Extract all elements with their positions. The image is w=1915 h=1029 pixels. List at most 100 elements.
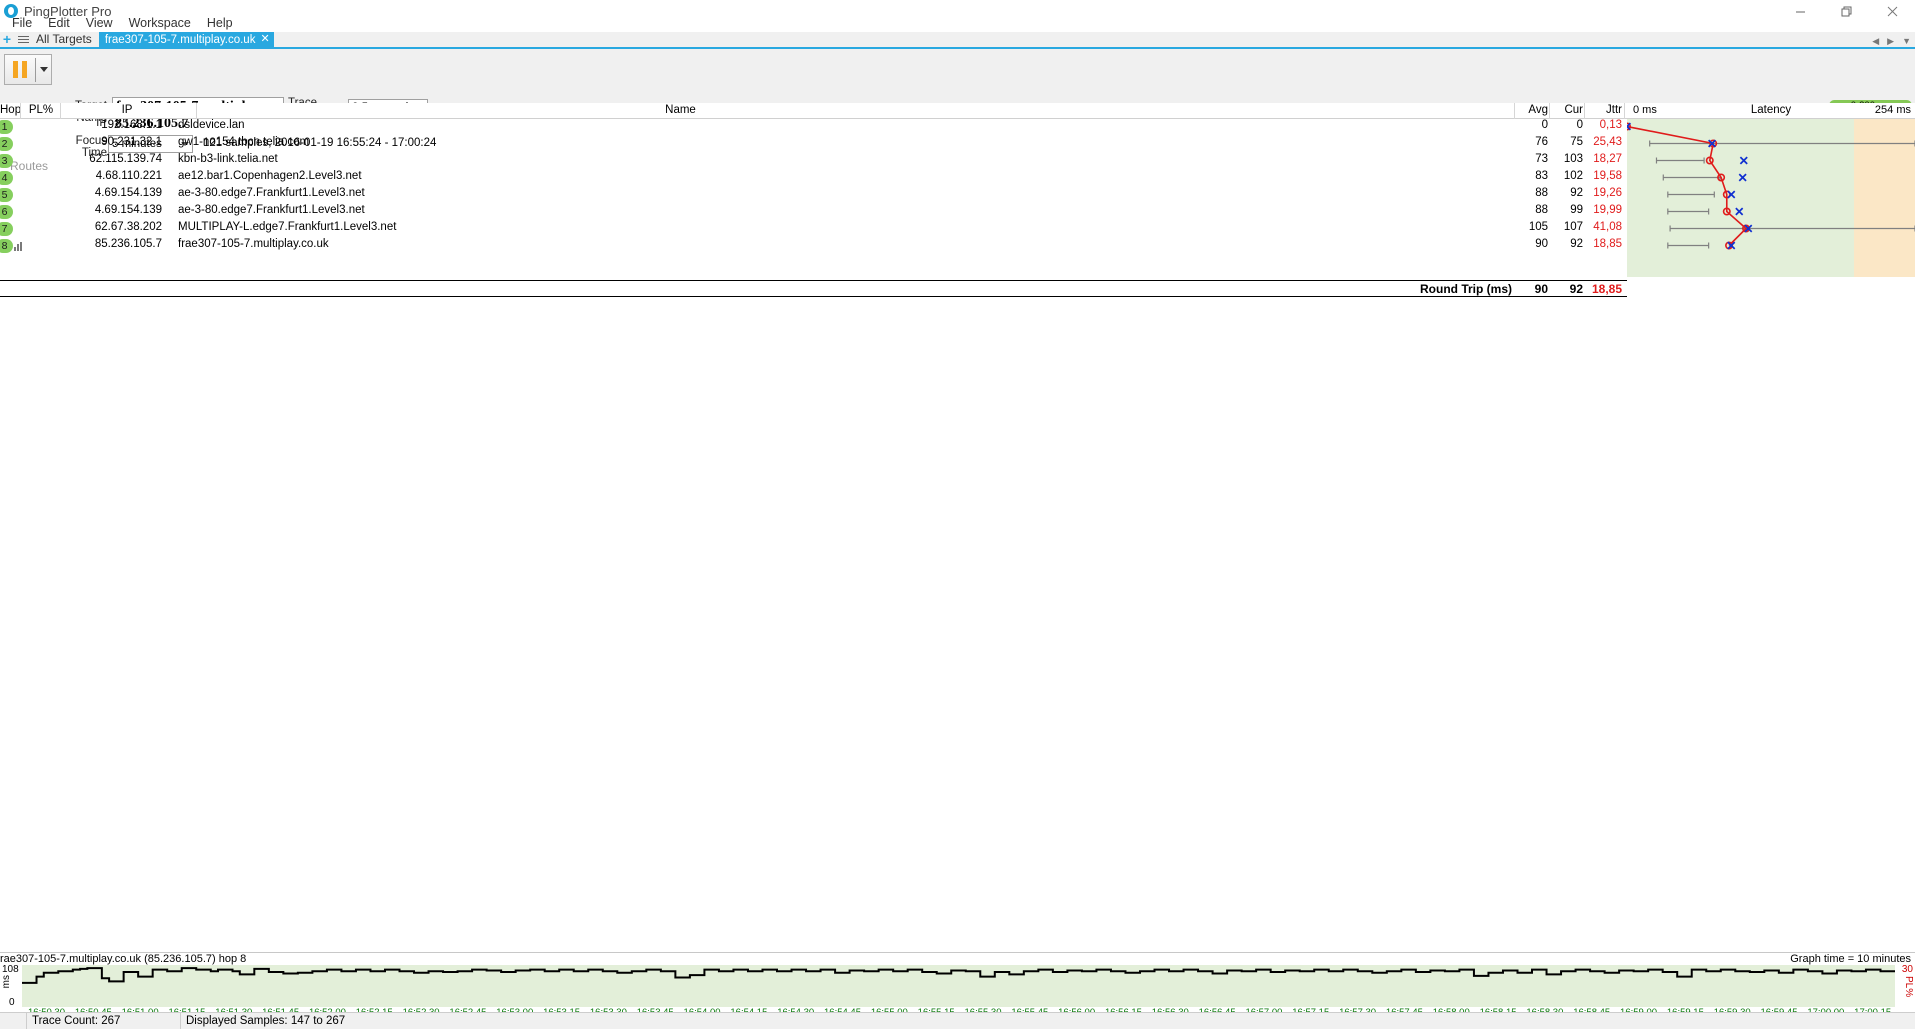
cell-name: ae-3-80.edge7.Frankfurt1.Level3.net	[178, 204, 365, 216]
close-icon[interactable]	[1869, 0, 1915, 22]
cell-cur: 102	[1563, 170, 1583, 182]
title-bar: PingPlotter Pro	[0, 0, 1915, 22]
control-panel: Target Name frae307-105-7.multiplay.co.u…	[0, 49, 1915, 173]
timeline-y-min: 0	[9, 997, 15, 1008]
restore-icon[interactable]	[1823, 0, 1869, 22]
cell-cur: 92	[1570, 187, 1583, 199]
minimize-icon[interactable]	[1777, 0, 1823, 22]
timeline-graph-label: rae307-105-7.multiplay.co.uk (85.236.105…	[0, 953, 247, 965]
hop-badge: 1	[0, 120, 13, 134]
tab-all-targets[interactable]: All Targets	[36, 32, 92, 46]
cell-name: frae307-105-7.multiplay.co.uk	[178, 238, 329, 250]
window-controls	[1777, 0, 1915, 22]
column-header-cur[interactable]: Cur	[1564, 104, 1583, 116]
chevron-left-icon[interactable]: ◀	[1872, 36, 1880, 46]
table-row[interactable]: 2 90.231.32.1 gw1-no154.tbcn.telia.com 76 75…	[0, 136, 1915, 153]
focus-time-label: Focus Time	[75, 135, 107, 159]
column-header-name[interactable]: Name	[665, 104, 696, 116]
timeline-line-chart	[22, 967, 1895, 984]
cell-name: MULTIPLAY-L.edge7.Frankfurt1.Level3.net	[178, 221, 397, 233]
cell-name: dsldevice.lan	[178, 119, 245, 131]
hop-table: Hop PL% IP Name Avg Cur Jttr 1 192.168.1.…	[0, 103, 1915, 255]
cell-name: ae12.bar1.Copenhagen2.Level3.net	[178, 170, 362, 182]
cell-jttr: 25,43	[1593, 136, 1622, 148]
cell-avg: 88	[1535, 204, 1548, 216]
focus-time-select[interactable]: 5 minutes	[108, 135, 193, 153]
ip-label: IP	[96, 117, 107, 129]
divider	[1514, 103, 1515, 119]
window-title: PingPlotter Pro	[24, 3, 112, 19]
hop-badge: 7	[0, 222, 13, 236]
cell-ip: 62.115.139.74	[89, 153, 162, 165]
cell-avg: 90	[1535, 238, 1548, 250]
pause-button[interactable]	[4, 54, 52, 85]
column-header-pl[interactable]: PL%	[28, 104, 54, 116]
cell-avg: 105	[1528, 221, 1548, 233]
cell-avg: 88	[1535, 187, 1548, 199]
pingplotter-logo-icon	[4, 4, 18, 18]
focus-time-value: 5 minutes	[112, 138, 162, 150]
close-icon[interactable]: ✕	[260, 33, 270, 45]
displayed-samples-label: Displayed Samples: 147 to 267	[186, 1015, 346, 1027]
tab-navigation: ◀ ▶ ▼	[1872, 37, 1911, 46]
table-row[interactable]: 3 62.115.139.74 kbn-b3-link.telia.net 73 103…	[0, 153, 1915, 170]
cell-jttr: 0,13	[1599, 119, 1622, 131]
cell-avg: 83	[1535, 170, 1548, 182]
column-header-avg[interactable]: Avg	[1528, 104, 1548, 116]
table-row[interactable]: 5 4.69.154.139 ae-3-80.edge7.Frankfurt1.Le…	[0, 187, 1915, 204]
column-header-ip[interactable]: IP	[121, 104, 133, 116]
timeline-graph[interactable]: rae307-105-7.multiplay.co.uk (85.236.105…	[0, 952, 1915, 1018]
cell-jttr: 18,85	[1593, 238, 1622, 250]
cell-ip: 4.68.110.221	[95, 170, 162, 182]
divider	[1624, 103, 1625, 119]
round-trip-label: Round Trip (ms)	[1420, 282, 1512, 296]
dropdown-caret-icon[interactable]	[40, 67, 48, 72]
hop-badge: 2	[0, 137, 13, 151]
tab-active-target[interactable]: frae307-105-7.multiplay.co.uk ✕	[98, 32, 274, 47]
latency-graph-header: 0 ms Latency 254 ms	[1627, 103, 1915, 119]
graph-time-label: Graph time = 10 minutes	[1790, 953, 1911, 965]
hamburger-icon[interactable]	[14, 31, 32, 47]
cell-ip: 90.231.32.1	[101, 136, 162, 148]
hop-badge: 8	[0, 239, 13, 253]
divider	[1584, 103, 1585, 119]
chevron-right-icon[interactable]: ▶	[1887, 36, 1895, 46]
chevron-down-icon[interactable]: ▼	[1902, 36, 1911, 46]
latency-max-label: 254 ms	[1874, 104, 1911, 116]
table-row[interactable]: 7 62.67.38.202 MULTIPLAY-L.edge7.Frankfurt…	[0, 221, 1915, 238]
latency-graph-title: Latency	[1750, 104, 1792, 116]
table-row[interactable]: 8 85.236.105.7 frae307-105-7.multiplay.co.…	[0, 238, 1915, 255]
menu-item-workspace[interactable]: Workspace	[128, 16, 191, 30]
hop-badge: 3	[0, 154, 13, 168]
tab-bar: + All Targets frae307-105-7.multiplay.co…	[0, 32, 1915, 49]
timeline-y-unit: ms	[1, 975, 12, 989]
timeline-right-unit: PL%	[1903, 976, 1914, 998]
menu-item-view[interactable]: View	[85, 16, 113, 30]
timeline-y-max: 108	[2, 964, 19, 975]
cell-ip: 4.69.154.139	[94, 204, 162, 216]
cell-jttr: 18,27	[1593, 153, 1622, 165]
hop-badge: 5	[0, 188, 13, 202]
cell-ip: 4.69.154.139	[94, 187, 162, 199]
column-header-jttr[interactable]: Jttr	[1606, 104, 1622, 116]
round-trip-row: Round Trip (ms) 90 92 18,85	[0, 280, 1627, 297]
table-row[interactable]: 1 192.168.1.1 dsldevice.lan 0 0 0,13	[0, 119, 1915, 136]
round-trip-jttr: 18,85	[1591, 282, 1622, 296]
menu-item-file[interactable]: File	[12, 16, 33, 30]
latency-graph[interactable]: 0 ms Latency 254 ms	[1627, 103, 1915, 277]
menu-item-edit[interactable]: Edit	[48, 16, 70, 30]
hop-badge: 6	[0, 205, 13, 219]
cell-avg: 73	[1535, 153, 1548, 165]
new-tab-button[interactable]: +	[2, 31, 12, 47]
table-row[interactable]: 4 4.68.110.221 ae12.bar1.Copenhagen2.Level…	[0, 170, 1915, 187]
menu-item-help[interactable]: Help	[206, 16, 233, 30]
timeline-right-max: 30	[1901, 964, 1913, 975]
cell-name: gw1-no154.tbcn.telia.com	[178, 136, 310, 148]
column-header-hop[interactable]: Hop	[0, 104, 22, 116]
cell-jttr: 41,08	[1593, 221, 1622, 233]
routes-label[interactable]: Routes	[10, 159, 49, 173]
table-row[interactable]: 6 4.69.154.139 ae-3-80.edge7.Frankfurt1.Le…	[0, 204, 1915, 221]
cell-cur: 107	[1563, 221, 1583, 233]
bar-chart-icon	[14, 242, 22, 251]
